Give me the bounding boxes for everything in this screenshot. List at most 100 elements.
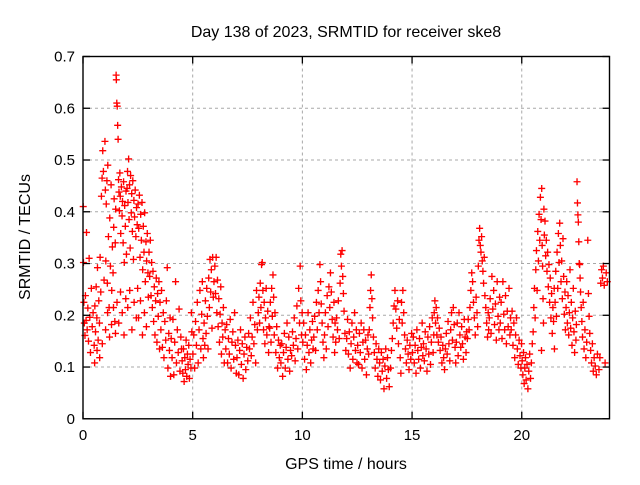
x-tick-labels: 0 5 10 15 20 xyxy=(79,427,530,444)
data-point-marker xyxy=(523,360,531,368)
data-point-marker xyxy=(331,319,339,327)
data-point-marker xyxy=(348,319,356,327)
data-point-marker xyxy=(376,376,384,384)
data-point-marker xyxy=(478,233,486,241)
data-point-marker xyxy=(502,340,510,348)
data-point-marker xyxy=(102,257,110,265)
data-point-marker xyxy=(494,312,502,320)
data-point-marker xyxy=(238,340,246,348)
data-point-marker xyxy=(103,279,111,287)
data-point-marker xyxy=(130,196,138,204)
data-point-marker xyxy=(430,309,438,317)
data-point-marker xyxy=(550,317,558,325)
data-point-marker xyxy=(572,336,580,344)
data-point-marker xyxy=(554,230,562,238)
data-point-marker xyxy=(369,314,377,322)
data-point-marker xyxy=(336,279,344,287)
data-point-marker xyxy=(106,333,114,341)
data-point-marker xyxy=(385,383,393,391)
data-point-marker xyxy=(107,181,115,189)
data-point-marker xyxy=(470,314,478,322)
data-point-marker xyxy=(551,298,559,306)
data-point-marker xyxy=(102,200,110,208)
data-point-marker xyxy=(602,269,610,277)
data-point-marker xyxy=(210,278,218,286)
data-point-marker xyxy=(93,264,101,272)
data-point-marker xyxy=(544,248,552,256)
data-point-marker xyxy=(332,338,340,346)
data-point-marker xyxy=(98,340,106,348)
data-point-marker xyxy=(591,362,599,370)
data-point-marker xyxy=(529,328,537,336)
data-point-marker xyxy=(337,250,345,258)
data-point-marker xyxy=(441,345,449,353)
data-point-marker xyxy=(442,329,450,337)
data-point-marker xyxy=(258,258,266,266)
data-point-marker xyxy=(559,235,567,243)
data-point-marker xyxy=(195,326,203,334)
data-point-marker xyxy=(355,329,363,337)
data-point-marker xyxy=(98,174,106,182)
data-point-marker xyxy=(411,341,419,349)
data-point-marker xyxy=(308,317,316,325)
data-point-marker xyxy=(298,309,306,317)
data-point-marker xyxy=(108,243,116,251)
data-point-marker xyxy=(104,161,112,169)
data-point-marker xyxy=(170,371,178,379)
data-point-marker xyxy=(538,241,546,249)
data-point-marker xyxy=(239,374,247,382)
data-point-marker xyxy=(93,314,101,322)
data-point-marker xyxy=(235,371,243,379)
data-point-marker xyxy=(117,288,125,296)
data-point-marker xyxy=(270,331,278,339)
data-point-marker xyxy=(133,204,141,212)
data-point-marker xyxy=(272,349,280,357)
data-point-marker xyxy=(344,315,352,323)
data-point-marker xyxy=(172,278,180,286)
data-point-marker xyxy=(203,284,211,292)
data-point-marker xyxy=(507,326,515,334)
data-point-marker xyxy=(87,284,95,292)
data-point-marker xyxy=(263,331,271,339)
data-point-marker xyxy=(253,286,261,294)
data-point-marker xyxy=(201,341,209,349)
data-point-marker xyxy=(364,331,372,339)
data-point-marker xyxy=(545,261,553,269)
data-point-marker xyxy=(112,76,120,84)
data-point-marker xyxy=(317,300,325,308)
data-point-marker xyxy=(469,298,477,306)
data-point-marker xyxy=(185,341,193,349)
data-point-marker xyxy=(532,247,540,255)
data-point-marker xyxy=(439,341,447,349)
data-point-marker xyxy=(227,364,235,372)
data-point-marker xyxy=(573,199,581,207)
data-point-marker xyxy=(268,312,276,320)
data-point-marker xyxy=(310,333,318,341)
data-point-marker xyxy=(574,218,582,226)
data-point-marker xyxy=(491,321,499,329)
data-point-marker xyxy=(376,359,384,367)
data-point-marker xyxy=(530,304,538,312)
data-point-marker xyxy=(447,326,455,334)
data-point-marker xyxy=(91,359,99,367)
data-point-marker xyxy=(157,326,165,334)
data-point-marker xyxy=(231,309,239,317)
data-point-marker xyxy=(490,286,498,294)
data-point-marker xyxy=(264,307,272,315)
data-point-marker xyxy=(521,364,529,372)
data-point-marker xyxy=(125,155,133,163)
data-point-marker xyxy=(96,354,104,362)
data-point-marker xyxy=(450,321,458,329)
data-point-marker xyxy=(286,367,294,375)
data-point-marker xyxy=(131,186,139,194)
data-point-marker xyxy=(88,323,96,331)
data-point-marker xyxy=(179,369,187,377)
data-point-marker xyxy=(99,167,107,175)
data-point-marker xyxy=(563,319,571,327)
data-point-marker xyxy=(110,223,118,231)
data-point-marker xyxy=(344,350,352,358)
data-point-marker xyxy=(181,354,189,362)
data-point-marker xyxy=(101,137,109,145)
